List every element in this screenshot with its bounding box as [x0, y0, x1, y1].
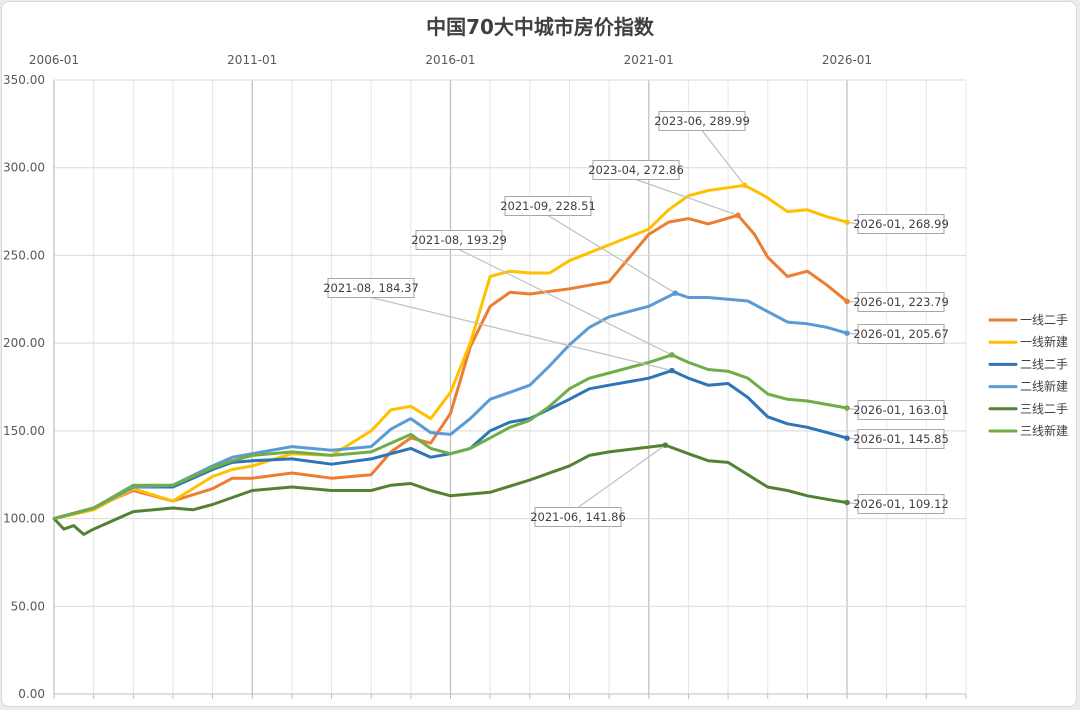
- x-tick-label: 2006-01: [29, 53, 79, 67]
- annotation-box: [592, 160, 680, 180]
- y-tick-label: 350.00: [3, 73, 45, 87]
- x-axis-ticks: 2006-01 2011-01 2016-01 2021-01 2026-01: [29, 53, 872, 67]
- gridlines: [53, 79, 967, 699]
- y-tick-label: 200.00: [3, 336, 45, 350]
- annotation-marker: [844, 405, 850, 411]
- annotation-leader: [547, 214, 676, 294]
- legend-entry: 一线新建: [1020, 334, 1068, 349]
- y-tick-label: 300.00: [3, 161, 45, 175]
- annotation-marker: [844, 330, 850, 336]
- annotation-label: 2023-04, 272.86: [588, 163, 684, 177]
- annotation-marker: [672, 290, 678, 296]
- annotation-marker: [662, 442, 669, 448]
- annotation-leader: [635, 178, 739, 216]
- annotation-label: 2026-01, 163.01: [853, 403, 949, 417]
- annotation-label: 2021-08, 193.29: [411, 233, 507, 247]
- annotation-box: [857, 494, 945, 514]
- annotation-label: 2021-08, 184.37: [323, 281, 419, 295]
- annotation-marker: [735, 212, 741, 219]
- y-tick-label: 150.00: [3, 424, 45, 438]
- annotation-label: 2023-06, 289.99: [654, 114, 750, 128]
- x-tick-label: 2011-01: [227, 53, 277, 67]
- series-line-三线新建: [52, 353, 849, 521]
- annotation-box: [415, 230, 503, 250]
- annotation-box: [857, 400, 945, 420]
- legend-entry: 三线新建: [1020, 423, 1068, 438]
- series-line-一线二手: [52, 213, 849, 521]
- annotation-leader: [458, 248, 673, 356]
- annotations: 2023-06, 289.99 2023-04, 272.86 2021-09, 2…: [323, 111, 949, 527]
- x-tick-label: 2026-01: [822, 53, 872, 67]
- annotation-label: 2026-01, 145.85: [853, 432, 949, 446]
- annotation-box: [658, 111, 746, 131]
- x-tick-label: 2021-01: [624, 53, 674, 67]
- annotation-box: [504, 196, 592, 216]
- annotation-box: [534, 507, 622, 527]
- annotation-leader: [370, 296, 673, 372]
- legend-entry: 二线新建: [1020, 379, 1068, 394]
- chart-title: 中国70大中城市房价指数: [426, 15, 655, 39]
- annotation-leader: [577, 444, 666, 508]
- y-tick-label: 100.00: [3, 512, 45, 526]
- annotation-label: 2026-01, 205.67: [853, 327, 949, 341]
- annotation-box: [857, 214, 945, 234]
- series-line-二线二手: [52, 369, 849, 521]
- annotation-box: [857, 429, 945, 449]
- annotation-leader: [701, 130, 746, 186]
- annotation-label: 2026-01, 109.12: [853, 497, 949, 511]
- series-line-二线新建: [52, 291, 849, 521]
- y-tick-label: 250.00: [3, 248, 45, 262]
- annotation-box: [327, 278, 415, 298]
- annotation-marker: [669, 352, 675, 358]
- annotation-label: 2021-09, 228.51: [500, 199, 596, 213]
- annotation-marker: [844, 435, 850, 441]
- annotation-box: [857, 292, 945, 312]
- series-line-三线二手: [52, 443, 849, 536]
- annotation-leaders: [370, 130, 859, 508]
- annotation-box: [857, 324, 945, 344]
- annotation-marker: [669, 367, 675, 374]
- legend-entry: 一线二手: [1020, 313, 1068, 327]
- annotation-marker: [741, 182, 748, 189]
- annotation-marker: [844, 219, 850, 225]
- annotation-label: 2021-06, 141.86: [530, 510, 626, 524]
- y-tick-label: 0.00: [18, 687, 45, 701]
- annotation-marker: [844, 298, 850, 305]
- annotation-label: 2026-01, 223.79: [853, 295, 949, 309]
- y-axis-ticks: 0.00 50.00 100.00 150.00 200.00 250.00 300.00 3…: [3, 73, 45, 701]
- annotation-marker: [844, 499, 850, 506]
- legend-entry: 二线二手: [1020, 357, 1068, 371]
- y-tick-label: 50.00: [11, 599, 45, 613]
- x-tick-label: 2016-01: [425, 53, 475, 67]
- annotation-label: 2026-01, 268.99: [853, 217, 949, 231]
- legend-entry: 三线二手: [1020, 402, 1068, 416]
